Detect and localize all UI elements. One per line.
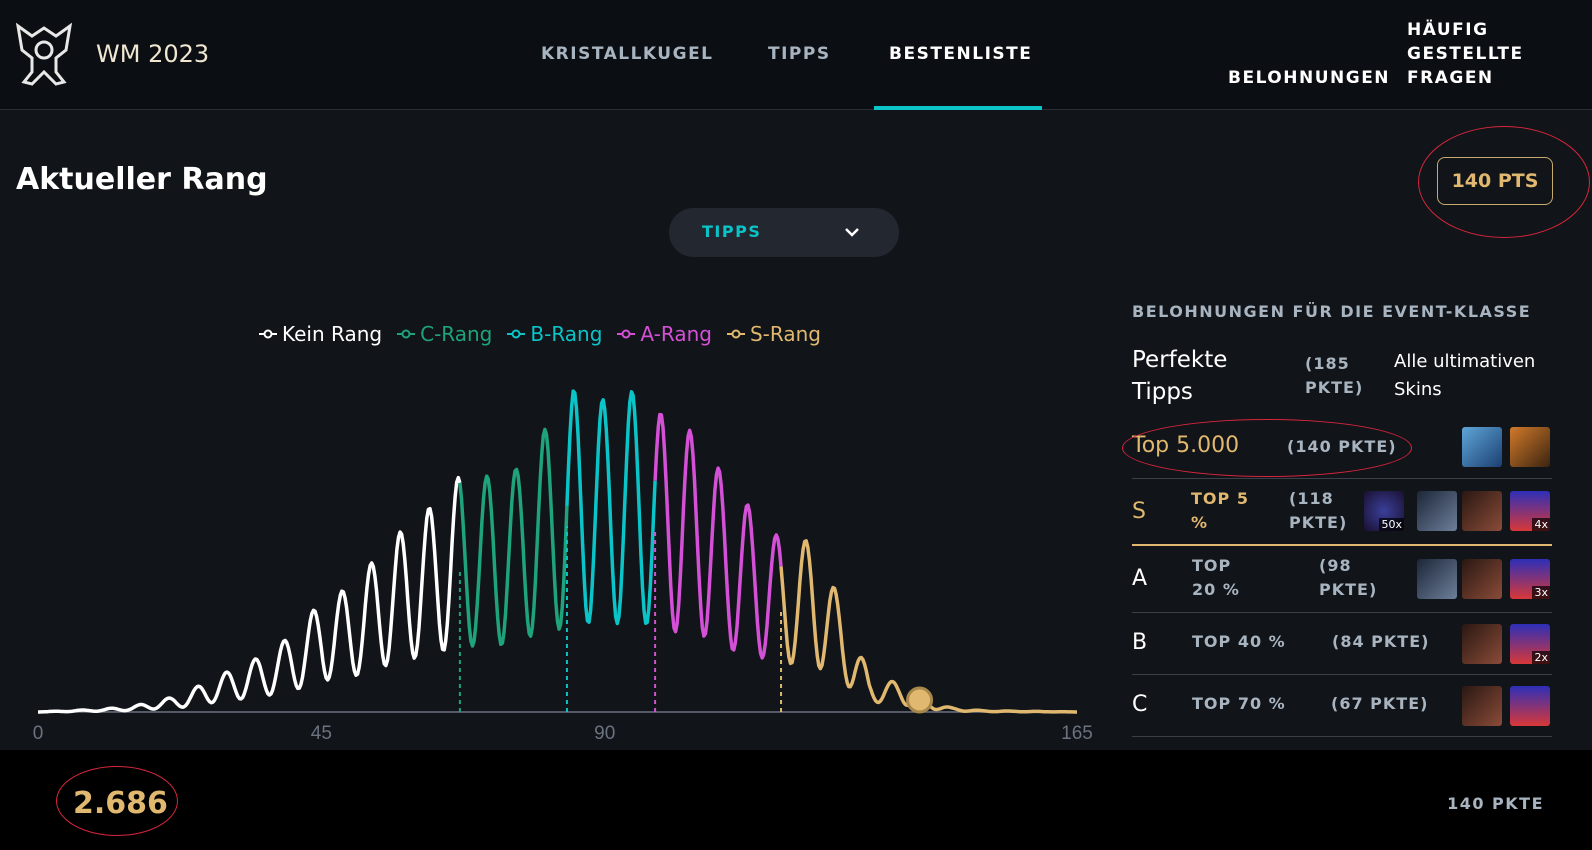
- reward-row-top5000: Top 5.000 (140 PKTE): [1132, 417, 1552, 479]
- capsule-icon[interactable]: 4x: [1510, 491, 1550, 531]
- tab-crystal-ball[interactable]: KRISTALLKUGEL: [541, 44, 714, 64]
- rank-points: (140 PKTE): [1287, 437, 1397, 456]
- quantity-badge: 2x: [1532, 651, 1550, 664]
- rank-letter: A: [1132, 566, 1148, 591]
- legend-marker-icon: [397, 329, 416, 339]
- rank-letter: C: [1132, 692, 1148, 717]
- reward-row-b: B TOP 40 % (84 PKTE) 2x: [1132, 613, 1552, 675]
- perfect-picks-reward: Alle ultimativen Skins: [1394, 351, 1536, 400]
- legend-label: C-Rang: [420, 322, 493, 346]
- champion-icon[interactable]: [1462, 686, 1502, 726]
- series-line: [653, 412, 783, 660]
- series-line: [779, 539, 1078, 714]
- x-tick-label: 90: [594, 723, 615, 744]
- rewards-link[interactable]: BELOHNUNGEN: [1228, 68, 1391, 88]
- rank-label: Top 5.000: [1132, 433, 1240, 458]
- rank-letter: B: [1132, 630, 1148, 655]
- app-title: WM 2023: [96, 40, 210, 68]
- tab-picks[interactable]: TIPPS: [768, 44, 831, 64]
- rank-top-percent: TOP 40 %: [1192, 632, 1286, 651]
- rank-top-percent: TOP 20 %: [1192, 556, 1240, 599]
- series-line: [37, 475, 462, 714]
- card-icon[interactable]: [1417, 559, 1457, 599]
- skin-icon[interactable]: [1462, 427, 1502, 467]
- emote-icon[interactable]: 50x: [1364, 491, 1404, 531]
- legend-marker-icon: [259, 329, 277, 339]
- points-badge: 140 PTS: [1437, 157, 1553, 205]
- champion-icon[interactable]: [1462, 559, 1502, 599]
- dropdown-selected-label: TIPPS: [702, 222, 762, 241]
- top-nav-bar: WM 2023 KRISTALLKUGEL TIPPS BESTENLISTE …: [0, 0, 1592, 110]
- footer-bar: 2.686 140 PKTE: [0, 750, 1592, 850]
- x-tick-label: 45: [311, 723, 332, 744]
- quantity-badge: 50x: [1379, 518, 1404, 531]
- series-line: [458, 427, 569, 648]
- legend-marker-icon: [507, 329, 526, 339]
- x-tick-label: 0: [33, 723, 44, 744]
- legend-label: Kein Rang: [282, 322, 383, 346]
- rank-top-percent: TOP 5 %: [1191, 489, 1249, 532]
- legend-marker-icon: [617, 329, 636, 339]
- chart-legend: Kein Rang C-Rang B-Rang A-Rang S-Rang: [258, 322, 821, 346]
- legend-label: B-Rang: [530, 322, 603, 346]
- card-icon[interactable]: [1417, 491, 1457, 531]
- series-line: [565, 389, 657, 626]
- legend-item[interactable]: Kein Rang: [258, 322, 382, 346]
- current-rank: 2.686: [73, 786, 168, 821]
- faq-line-3: FRAGEN: [1407, 68, 1494, 88]
- rank-points: (84 PKTE): [1332, 632, 1430, 651]
- legend-label: A-Rang: [640, 322, 712, 346]
- active-tab-indicator: [874, 106, 1042, 110]
- legend-item[interactable]: B-Rang: [506, 322, 602, 346]
- faq-link[interactable]: HÄUFIG GESTELLTE FRAGEN: [1407, 18, 1524, 90]
- skin-icon[interactable]: [1510, 427, 1550, 467]
- capsule-icon[interactable]: 2x: [1510, 624, 1550, 664]
- reward-row-a: A TOP 20 % (98 PKTE) 3x: [1132, 546, 1552, 613]
- picks-dropdown[interactable]: TIPPS: [669, 208, 899, 257]
- rank-points: (98 PKTE): [1319, 556, 1378, 599]
- faq-line-1: HÄUFIG: [1407, 20, 1489, 40]
- rank-points: (67 PKTE): [1331, 694, 1429, 713]
- legend-marker-icon: [726, 329, 745, 339]
- tab-leaderboard[interactable]: BESTENLISTE: [889, 44, 1033, 64]
- legend-item[interactable]: S-Rang: [726, 322, 821, 346]
- faq-line-2: GESTELLTE: [1407, 44, 1524, 64]
- legend-item[interactable]: A-Rang: [616, 322, 712, 346]
- reward-row-c: C TOP 70 % (67 PKTE): [1132, 675, 1552, 737]
- page-title: Aktueller Rang: [16, 162, 268, 197]
- rank-top-percent: TOP 70 %: [1192, 694, 1286, 713]
- quantity-badge: 3x: [1532, 586, 1550, 599]
- champion-icon[interactable]: [1462, 491, 1502, 531]
- rank-distribution-chart: 0 45 90 165: [33, 389, 1093, 744]
- reward-row-s: S TOP 5 % (118 PKTE) 50x 4x: [1132, 479, 1552, 546]
- capsule-icon[interactable]: 3x: [1510, 559, 1550, 599]
- capsule-icon[interactable]: [1510, 686, 1550, 726]
- legend-item[interactable]: C-Rang: [396, 322, 492, 346]
- legend-label: S-Rang: [749, 322, 821, 346]
- quantity-badge: 4x: [1532, 518, 1550, 531]
- perfect-picks-points: (185 PKTE): [1305, 354, 1364, 397]
- perfect-picks-label: Perfekte Tipps: [1132, 347, 1228, 405]
- champion-icon[interactable]: [1462, 624, 1502, 664]
- rewards-heading: BELOHNUNGEN FÜR DIE EVENT-KLASSE: [1132, 302, 1532, 321]
- footer-points: 140 PKTE: [1447, 794, 1544, 813]
- current-position-marker: [906, 686, 934, 714]
- chevron-down-icon: [845, 228, 859, 237]
- worlds-logo-icon[interactable]: [12, 22, 76, 88]
- rank-letter: S: [1132, 499, 1146, 524]
- x-tick-label: 165: [1061, 723, 1093, 744]
- rank-points: (118 PKTE): [1289, 489, 1348, 532]
